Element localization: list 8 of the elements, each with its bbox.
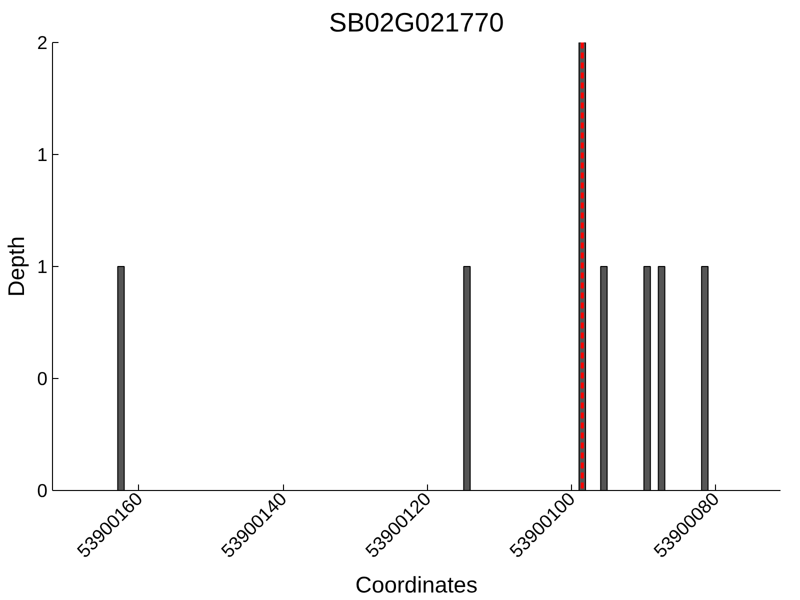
y-tick-label: 0 [37, 480, 48, 501]
chart-title: SB02G021770 [329, 8, 504, 38]
y-tick-label: 1 [37, 144, 48, 165]
y-tick-label: 2 [37, 32, 48, 53]
y-axis-title: Depth [3, 236, 30, 297]
y-tick-label: 1 [37, 256, 48, 277]
x-axis-title: Coordinates [355, 571, 478, 598]
y-tick-label: 0 [37, 368, 48, 389]
